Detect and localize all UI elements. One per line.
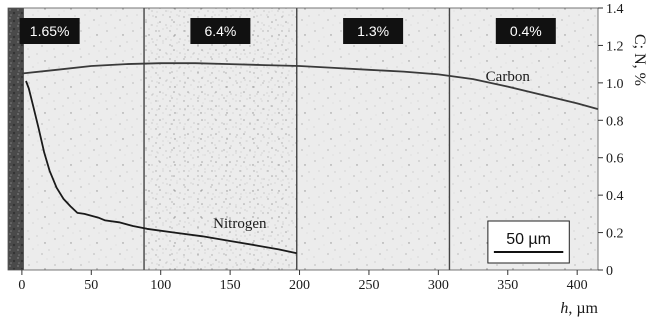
- y-tick-label-0.6: 0.6: [606, 152, 624, 167]
- zone-badges: 1.65% 6.4% 1.3% 0.4%: [19, 18, 556, 44]
- x-tick-label-150: 150: [220, 278, 241, 293]
- y-axis: 0 0.2 0.4 0.6 0.8 1.0 1.2 1.4: [598, 2, 624, 279]
- y-tick-label-1.4: 1.4: [606, 2, 624, 17]
- x-axis: 0 50 100 150 200 250 300 350 400: [18, 270, 588, 293]
- series-lines: [21, 62, 599, 255]
- scale-bar-label: 50 µm: [506, 231, 551, 248]
- x-tick-label-300: 300: [428, 278, 449, 293]
- zone-badge-label-4: 0.4%: [510, 23, 542, 39]
- x-tick-label-350: 350: [497, 278, 518, 293]
- series-line-nitrogen: [25, 80, 297, 255]
- micrograph-dense-zone: [144, 8, 297, 270]
- zone-badge-label-3: 1.3%: [357, 23, 389, 39]
- x-tick-label-0: 0: [18, 278, 25, 293]
- y-tick-label-0.2: 0.2: [606, 227, 624, 242]
- zone-badge-3: [343, 18, 404, 44]
- series-line-carbon: [21, 62, 599, 110]
- micrograph-edge: [8, 8, 24, 270]
- series-label-nitrogen: Nitrogen: [213, 216, 267, 232]
- plot-frame: [7, 7, 599, 271]
- zone-badge-label-1: 1.65%: [30, 23, 70, 39]
- zone-badge-2: [190, 18, 251, 44]
- y-tick-label-1: 1.0: [606, 77, 624, 92]
- x-axis-symbol: h: [560, 300, 568, 317]
- zone-boundaries: [143, 8, 451, 270]
- y-tick-label-0.4: 0.4: [606, 189, 624, 204]
- x-axis-unit: , µm: [568, 300, 598, 317]
- x-tick-label-200: 200: [289, 278, 310, 293]
- x-axis-title: h, µm: [560, 300, 598, 317]
- scale-bar: 50 µm: [487, 220, 570, 264]
- scale-bar-box: [487, 220, 570, 264]
- x-tick-label-250: 250: [358, 278, 379, 293]
- micrograph-background: [8, 8, 598, 270]
- x-tick-label-100: 100: [150, 278, 171, 293]
- series-labels: Carbon Nitrogen: [213, 69, 530, 232]
- y-tick-label-0.8: 0.8: [606, 114, 624, 129]
- x-tick-label-50: 50: [84, 278, 98, 293]
- zone-badge-1: [19, 18, 80, 44]
- zone-badge-label-2: 6.4%: [204, 23, 236, 39]
- x-tick-label-400: 400: [567, 278, 588, 293]
- zone-badge-4: [495, 18, 556, 44]
- y-tick-label-0: 0: [606, 264, 613, 279]
- y-tick-label-1.2: 1.2: [606, 39, 624, 54]
- y-axis-title: C; N, %: [631, 34, 648, 86]
- series-label-carbon: Carbon: [486, 69, 531, 85]
